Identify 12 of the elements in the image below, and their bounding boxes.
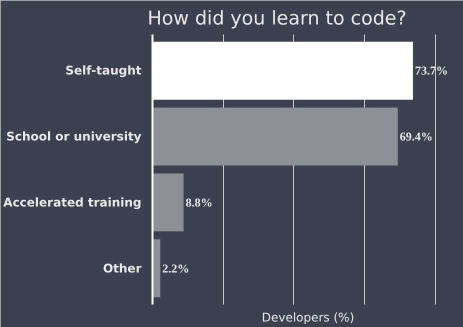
bar [152, 173, 184, 232]
y-tick-label: Self-taught [65, 64, 142, 78]
data-label: 2.2% [162, 261, 190, 276]
x-axis-title: Developers (%) [262, 310, 354, 324]
bar [152, 108, 398, 166]
y-tick-label: Accelerated training [3, 195, 142, 210]
chart-title: How did you learn to code? [148, 8, 407, 30]
data-label: 8.8% [186, 195, 213, 210]
y-tick-label: School or university [6, 130, 142, 144]
y-tick-label: Other [102, 261, 142, 276]
data-label: 69.4% [400, 130, 433, 144]
bar [152, 239, 160, 298]
